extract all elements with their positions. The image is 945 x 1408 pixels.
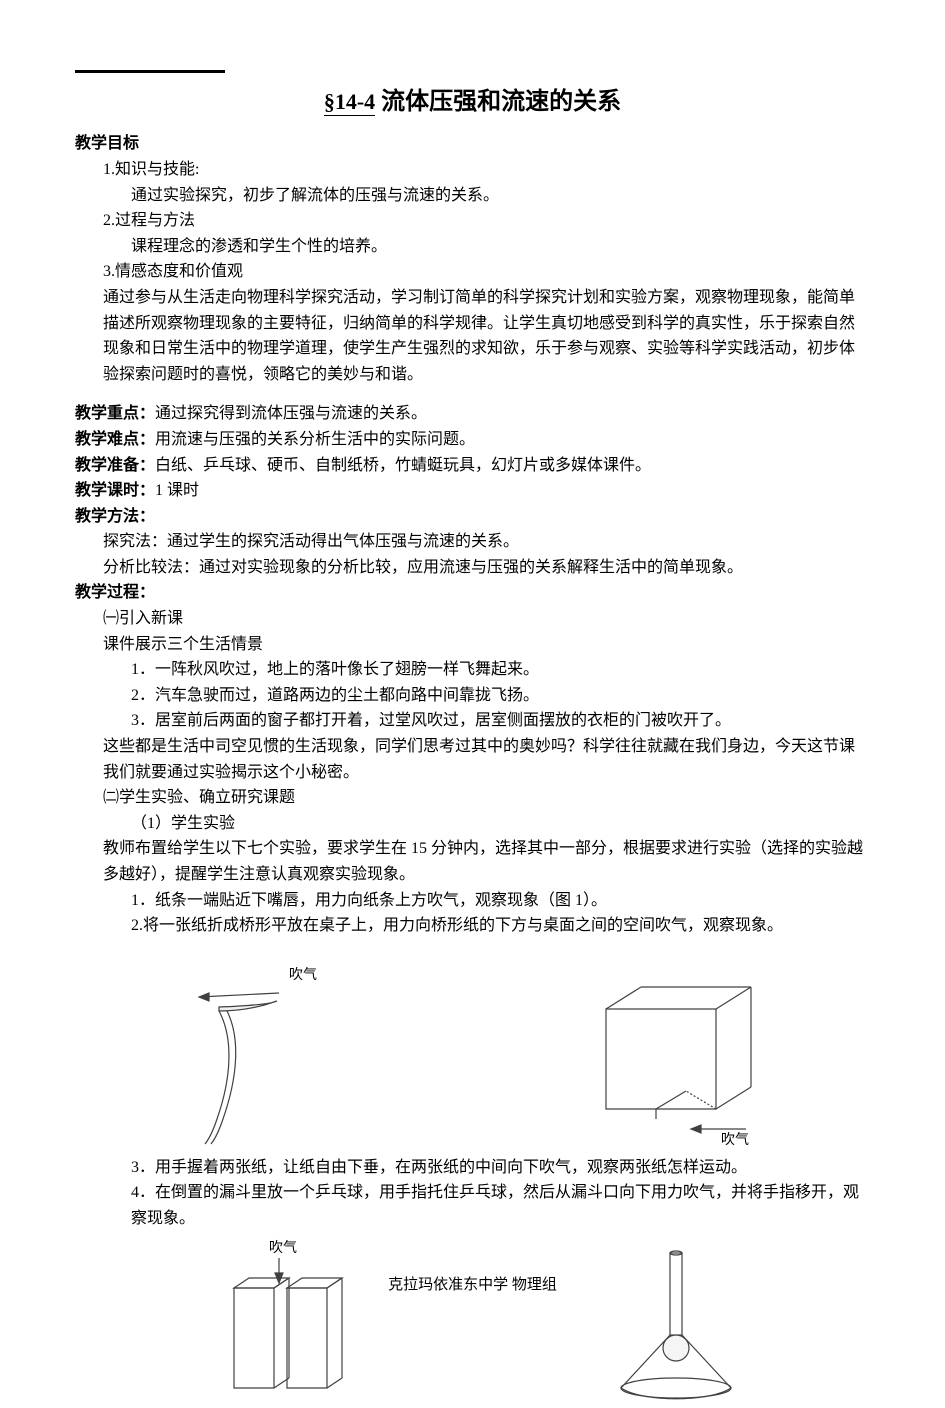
process-exp-label: ㈡学生实验、确立研究课题 — [75, 785, 870, 811]
objective-3-body: 通过参与从生活走向物理科学探究活动，学习制订简单的科学探究计划和实验方案，观察物… — [75, 285, 870, 387]
objective-1-body: 通过实验探究，初步了解流体的压强与流速的关系。 — [75, 183, 870, 209]
process-exp-sub: （1）学生实验 — [75, 811, 870, 837]
row-hours: 教学课时：1 课时 — [75, 478, 870, 504]
scene-1: 1．一阵秋风吹过，地上的落叶像长了翅膀一样飞舞起来。 — [75, 657, 870, 683]
blow-label-2: 吹气 — [721, 1132, 749, 1148]
spacer — [75, 387, 870, 401]
difficulty-body: 用流速与压强的关系分析生活中的实际问题。 — [155, 431, 475, 448]
exp-4: 4．在倒置的漏斗里放一个乒乓球，用手指托住乒乓球，然后从漏斗口向下用力吹气，并将… — [75, 1180, 870, 1231]
heading-objectives: 教学目标 — [75, 131, 870, 157]
exp-2: 2.将一张纸折成桥形平放在桌子上，用力向桥形纸的下方与桌面之间的空间吹气，观察现… — [75, 913, 870, 939]
row-difficulty: 教学难点：用流速与压强的关系分析生活中的实际问题。 — [75, 427, 870, 453]
row-prep: 教学准备：白纸、乒乓球、硬币、自制纸桥，竹蜻蜓玩具，幻灯片或多媒体课件。 — [75, 453, 870, 479]
process-intro-label: ㈠引入新课 — [75, 606, 870, 632]
scene-2: 2．汽车急驶而过，道路两边的尘土都向路中间靠拢飞扬。 — [75, 683, 870, 709]
figure-two-papers: 吹气 — [169, 1238, 389, 1408]
intro-paragraph: 这些都是生活中司空见惯的生活现象，同学们思考过其中的奥妙吗？科学往往就藏在我们身… — [75, 734, 870, 785]
blow-label-1: 吹气 — [289, 967, 317, 983]
page-title: §14-4 流体压强和流速的关系 — [75, 83, 870, 121]
objective-3-label: 3.情感态度和价值观 — [75, 259, 870, 285]
method-2: 分析比较法：通过对实验现象的分析比较，应用流速与压强的关系解释生活中的简单现象。 — [75, 555, 870, 581]
figure-funnel-ball — [576, 1238, 776, 1408]
objective-1-label: 1.知识与技能: — [75, 157, 870, 183]
process-intro-sub: 课件展示三个生活情景 — [75, 632, 870, 658]
row-focus: 教学重点：通过探究得到流体压强与流速的关系。 — [75, 401, 870, 427]
prep-body: 白纸、乒乓球、硬币、自制纸桥，竹蜻蜓玩具，幻灯片或多媒体课件。 — [155, 457, 651, 474]
objective-2-label: 2.过程与方法 — [75, 208, 870, 234]
section-number: §14-4 — [324, 89, 375, 116]
heading-process: 教学过程： — [75, 580, 870, 606]
method-1: 探究法：通过学生的探究活动得出气体压强与流速的关系。 — [75, 529, 870, 555]
exp-1: 1．纸条一端贴近下嘴唇，用力向纸条上方吹气，观察现象（图 1）。 — [75, 888, 870, 914]
diagram-row-1: 吹气 吹气 — [75, 949, 870, 1149]
figure-paper-bridge: 吹气 — [546, 959, 786, 1149]
method-label: 教学方法： — [75, 504, 870, 530]
title-text: 流体压强和流速的关系 — [375, 89, 621, 115]
hours-body: 1 课时 — [155, 482, 199, 499]
difficulty-label: 教学难点： — [75, 431, 155, 448]
exp-intro: 教师布置给学生以下七个实验，要求学生在 15 分钟内，选择其中一部分，根据要求进… — [75, 836, 870, 887]
header-rule — [75, 70, 225, 73]
focus-label: 教学重点： — [75, 405, 155, 422]
blow-label-3: 吹气 — [269, 1240, 297, 1256]
objective-2-body: 课程理念的渗透和学生个性的培养。 — [75, 234, 870, 260]
prep-label: 教学准备： — [75, 457, 155, 474]
focus-body: 通过探究得到流体压强与流速的关系。 — [155, 405, 427, 422]
page-footer: 克拉玛依准东中学 物理组 — [0, 1273, 945, 1297]
exp-3: 3．用手握着两张纸，让纸自由下垂，在两张纸的中间向下吹气，观察两张纸怎样运动。 — [75, 1155, 870, 1181]
scene-3: 3．居室前后两面的窗子都打开着，过堂风吹过，居室侧面摆放的衣柜的门被吹开了。 — [75, 708, 870, 734]
hours-label: 教学课时： — [75, 482, 155, 499]
figure-paper-strip: 吹气 — [159, 959, 379, 1149]
diagram-row-2: 吹气 — [75, 1238, 870, 1408]
